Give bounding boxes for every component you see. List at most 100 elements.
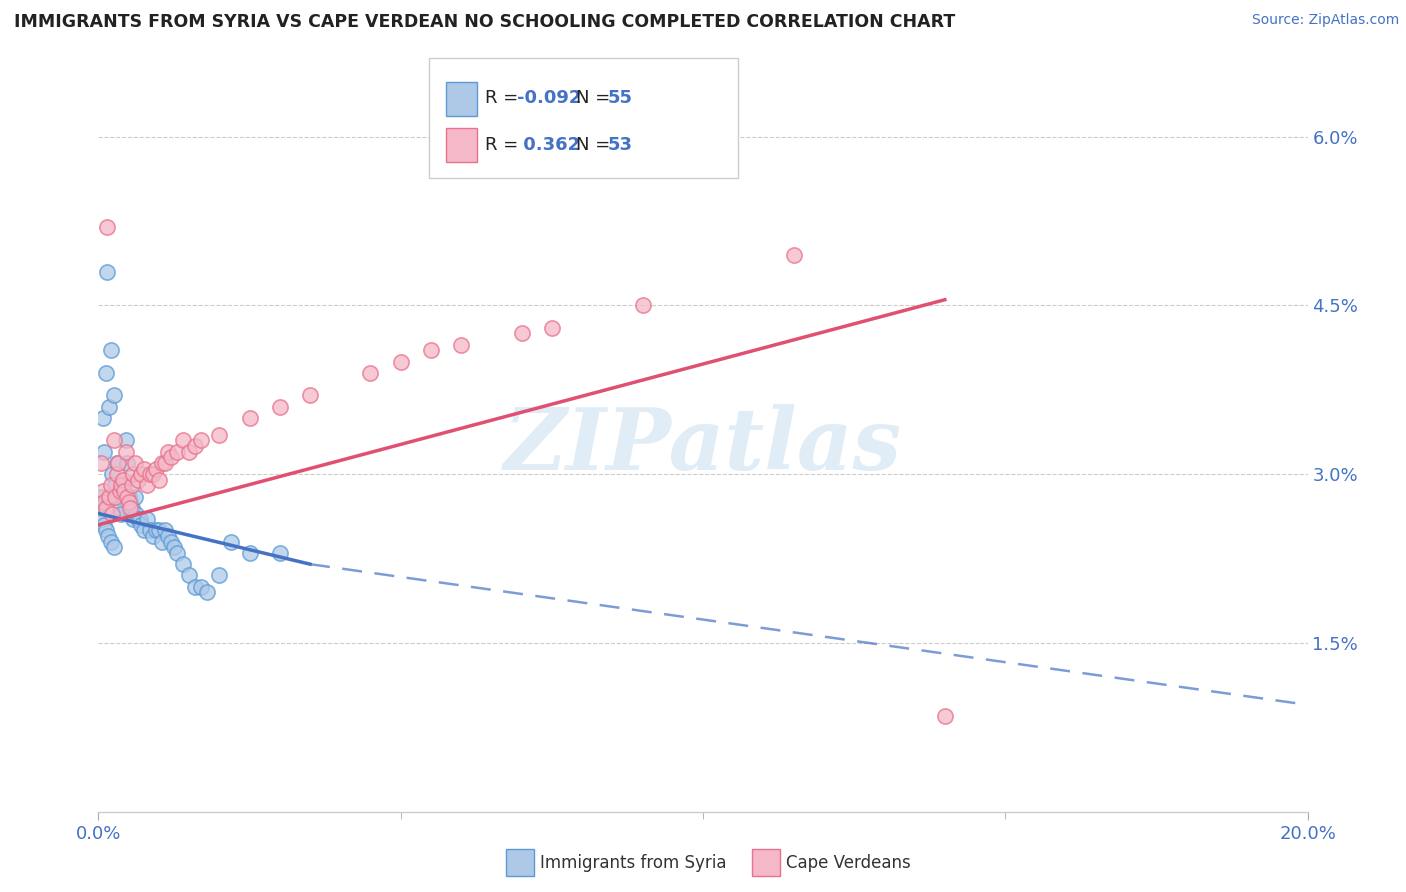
Point [122,467,145,482]
Point [132,461,155,475]
Text: Immigrants from Syria: Immigrants from Syria [540,854,727,871]
Point [124,456,146,470]
Point [121,500,143,515]
Point [114,444,136,458]
Point [103,434,125,448]
Point [239,546,262,560]
Point [166,444,188,458]
Point [239,410,262,425]
Point [111,473,134,487]
Point [129,467,152,482]
Point [97,529,120,543]
Point [100,467,122,482]
Text: R =: R = [485,136,524,153]
Point [132,524,155,538]
Point [89,500,111,515]
Text: N =: N = [576,89,616,107]
Point [112,483,135,498]
Point [184,580,207,594]
Point [111,478,134,492]
Point [118,500,141,515]
Point [127,512,149,526]
Point [269,400,291,414]
Point [783,248,806,262]
Point [108,500,131,515]
Point [195,585,218,599]
Point [93,517,115,532]
Point [631,298,654,312]
Point [100,478,122,492]
Point [96,264,118,278]
Point [360,366,382,380]
Point [100,507,122,521]
Point [103,541,125,555]
Point [110,478,132,492]
Point [139,467,162,482]
Point [125,507,148,521]
Point [269,546,291,560]
Point [208,568,231,582]
Point [104,478,127,492]
Point [163,541,186,555]
Point [91,512,114,526]
Point [156,444,179,458]
Point [91,410,114,425]
Point [142,467,165,482]
Text: R =: R = [485,89,524,107]
Point [299,388,322,402]
Point [107,456,129,470]
Point [93,444,115,458]
Text: IMMIGRANTS FROM SYRIA VS CAPE VERDEAN NO SCHOOLING COMPLETED CORRELATION CHART: IMMIGRANTS FROM SYRIA VS CAPE VERDEAN NO… [14,13,955,31]
Point [96,524,118,538]
Point [450,337,472,351]
Point [98,400,121,414]
Point [98,490,121,504]
Text: 0.362: 0.362 [517,136,581,153]
Point [135,478,157,492]
Text: Cape Verdeans: Cape Verdeans [786,854,911,871]
Point [150,534,173,549]
Point [128,512,150,526]
Point [510,326,533,341]
Point [90,490,112,504]
Text: N =: N = [576,136,616,153]
Point [221,534,243,549]
Point [124,490,146,504]
Point [142,529,165,543]
Point [190,434,212,448]
Point [118,495,141,509]
Text: ZIPatlas: ZIPatlas [503,404,903,488]
Point [184,439,207,453]
Text: 55: 55 [607,89,633,107]
Point [117,456,139,470]
Point [114,434,136,448]
Point [541,321,564,335]
Point [91,483,114,498]
Point [129,517,152,532]
Point [166,546,188,560]
Point [127,473,149,487]
Point [94,500,117,515]
Point [148,473,170,487]
Point [179,444,201,458]
Point [153,524,176,538]
Point [190,580,212,594]
Point [145,524,167,538]
Point [90,456,112,470]
Point [934,709,956,723]
Point [110,507,132,521]
Point [118,490,141,504]
Point [108,483,131,498]
Point [160,450,183,465]
Text: -0.092: -0.092 [517,89,582,107]
Point [93,495,115,509]
Point [135,512,157,526]
Point [100,343,122,358]
Point [103,388,125,402]
Point [117,490,139,504]
Text: Source: ZipAtlas.com: Source: ZipAtlas.com [1251,13,1399,28]
Point [139,524,162,538]
Point [389,354,412,368]
Point [156,529,179,543]
Point [160,534,183,549]
